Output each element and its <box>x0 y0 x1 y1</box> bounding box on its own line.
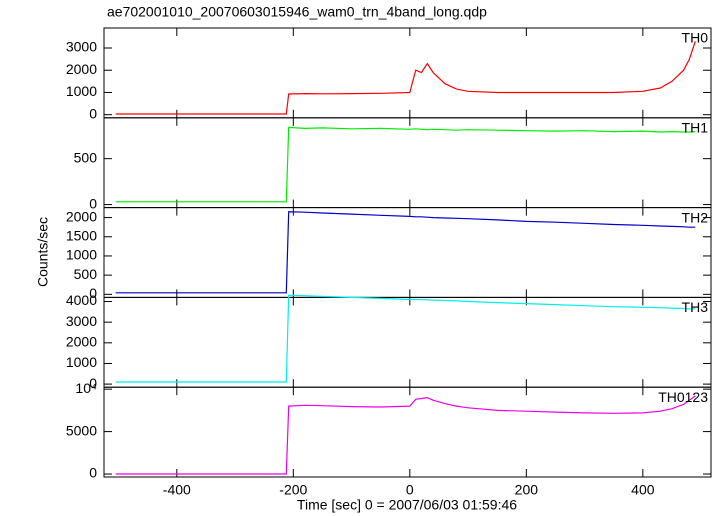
y-tick-label: 10⁴ <box>75 380 97 396</box>
y-tick-label: 0 <box>89 285 97 301</box>
y-tick-label: 4000 <box>66 292 97 308</box>
panel-frame <box>103 386 712 478</box>
y-tick-label: 0 <box>89 465 97 481</box>
panel-frame <box>103 296 712 388</box>
y-tick-label: 1000 <box>66 247 97 263</box>
series-line <box>115 395 696 475</box>
series-line <box>115 126 696 203</box>
x-tick-label: 400 <box>631 482 655 498</box>
y-tick-label: 0 <box>89 105 97 121</box>
y-tick-label: 2000 <box>66 208 97 224</box>
panel-frame <box>103 207 712 298</box>
y-tick-label: 1500 <box>66 227 97 243</box>
y-tick-label: 500 <box>74 149 98 165</box>
panel-name: TH1 <box>682 120 709 136</box>
x-tick-label: 200 <box>515 482 539 498</box>
panel-name: TH3 <box>682 299 709 315</box>
series-line <box>115 211 696 294</box>
series-line <box>115 41 696 115</box>
y-tick-label: 5000 <box>66 422 97 438</box>
series-line <box>115 294 696 383</box>
panel-name: TH0 <box>682 30 709 46</box>
y-tick-label: 3000 <box>66 313 97 329</box>
x-tick-label: 0 <box>406 482 414 498</box>
y-axis-label: Counts/sec <box>35 217 51 287</box>
panel-name: TH2 <box>682 209 709 225</box>
y-tick-label: 2000 <box>66 334 97 350</box>
panel-name: TH0123 <box>658 389 708 405</box>
panel-frame <box>103 27 712 119</box>
y-tick-label: 500 <box>74 266 98 282</box>
y-tick-label: 0 <box>89 375 97 391</box>
y-tick-label: 0 <box>89 195 97 211</box>
y-tick-label: 1000 <box>66 354 97 370</box>
y-tick-label: 2000 <box>66 61 97 77</box>
chart-title: ae702001010_20070603015946_wam0_trn_4ban… <box>107 4 487 20</box>
y-tick-label: 1000 <box>66 83 97 99</box>
y-tick-label: 3000 <box>66 39 97 55</box>
x-tick-label: -200 <box>279 482 307 498</box>
x-tick-label: -400 <box>163 482 191 498</box>
x-axis-label: Time [sec] 0 = 2007/06/03 01:59:46 <box>297 497 517 513</box>
